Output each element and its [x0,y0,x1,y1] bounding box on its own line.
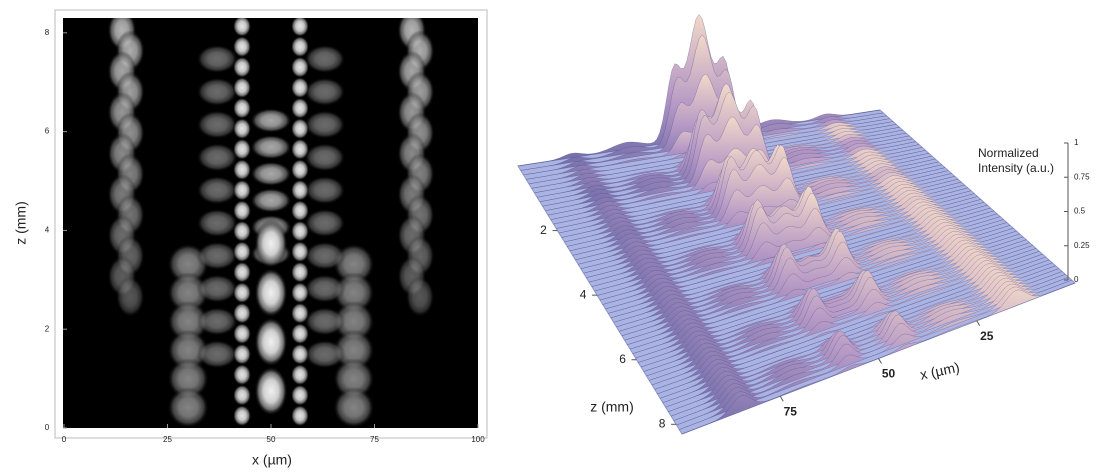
y-tick-label: 0 [45,423,50,432]
x-tick-label: 25 [163,435,172,444]
intensity-tick-label: 0.5 [1074,207,1086,216]
x-tick [879,359,882,364]
intensity-tick-label: 0.75 [1074,172,1090,181]
z-tick-label: 8 [659,416,666,430]
x-tick [780,396,783,401]
z-tick-label: 4 [580,287,587,301]
z-tick-label: 6 [619,352,626,366]
z-axis-label: z (mm) [590,399,634,415]
field-haze [63,18,478,428]
x-tick-label: 0 [62,435,67,444]
x-tick-label: 75 [784,404,798,418]
z-tick-label: 2 [540,223,547,237]
x-tick-label: 25 [980,329,994,343]
y-tick-label: 2 [45,324,50,333]
intensity-tick-label: 0 [1074,275,1079,284]
intensity-axis-label: Normalized [978,146,1039,160]
y-axis-label: z (mm) [13,201,29,245]
y-tick-label: 8 [45,28,50,37]
x-tick-label: 50 [267,435,276,444]
surface-plot: 2 4 6 8 25 50 75 0 0.25 0.5 0.75 1 NormalizedIntensi… [518,14,1090,434]
x-tick-label: 50 [882,367,896,381]
x-tick-label: 75 [370,435,379,444]
y-tick-label: 4 [45,226,50,235]
intensity-field [63,10,478,428]
intensity-axis-label: Intensity (a.u.) [978,161,1054,175]
x-axis-label: x (µm) [252,452,292,468]
intensity-tick-label: 0.25 [1074,241,1090,250]
x-axis-label: x (µm) [919,359,961,383]
y-tick-label: 6 [45,127,50,136]
contour-plot: 0 25 50 75 100 0 2 4 6 8 x (µm) z (mm) [13,10,486,468]
intensity-tick-label: 1 [1074,138,1079,147]
figure: 025507510002468x (µm)z (mm) 246825507500… [0,0,1109,473]
x-tick [977,321,980,326]
x-tick-label: 100 [471,435,485,444]
